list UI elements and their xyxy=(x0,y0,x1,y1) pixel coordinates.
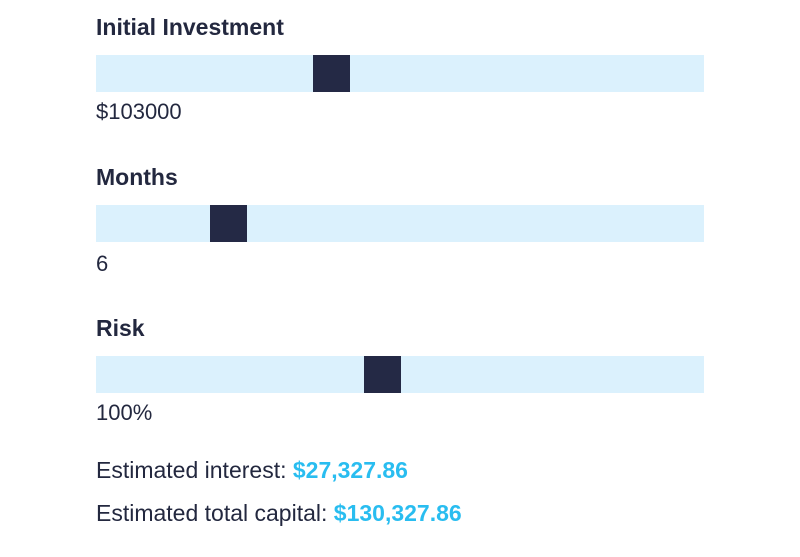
risk-slider-thumb[interactable] xyxy=(364,356,401,393)
estimated-total-capital: Estimated total capital: $130,327.86 xyxy=(96,502,462,525)
initial-investment-slider[interactable] xyxy=(96,55,704,92)
months-label: Months xyxy=(96,164,178,190)
estimated-interest-label: Estimated interest: xyxy=(96,457,293,483)
initial-investment-slider-thumb[interactable] xyxy=(313,55,350,92)
estimated-interest: Estimated interest: $27,327.86 xyxy=(96,459,408,482)
months-value: 6 xyxy=(96,251,109,276)
months-slider-thumb[interactable] xyxy=(210,205,247,242)
risk-slider[interactable] xyxy=(96,356,704,393)
estimated-total-capital-label: Estimated total capital: xyxy=(96,500,334,526)
estimated-total-capital-amount: $130,327.86 xyxy=(333,500,462,526)
risk-value: 100% xyxy=(96,400,153,425)
initial-investment-value: $103000 xyxy=(96,99,182,124)
risk-label: Risk xyxy=(96,315,145,341)
initial-investment-label: Initial Investment xyxy=(96,14,284,40)
estimated-interest-amount: $27,327.86 xyxy=(292,457,408,483)
months-slider[interactable] xyxy=(96,205,704,242)
